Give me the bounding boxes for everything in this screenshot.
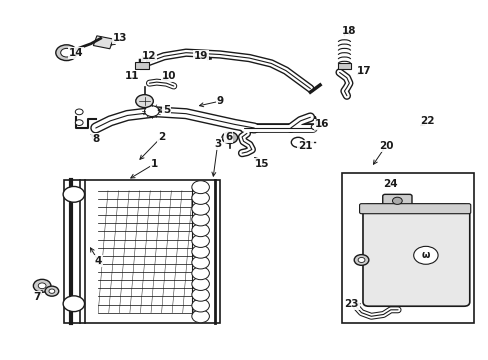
Text: 4: 4 (94, 256, 102, 266)
Circle shape (353, 255, 368, 265)
Circle shape (191, 181, 209, 194)
Circle shape (33, 279, 51, 292)
Circle shape (75, 120, 83, 126)
FancyBboxPatch shape (362, 204, 469, 306)
Text: 5: 5 (163, 105, 170, 115)
FancyBboxPatch shape (382, 194, 411, 207)
Circle shape (38, 283, 46, 289)
Text: 11: 11 (125, 71, 139, 81)
Text: 1: 1 (150, 159, 158, 169)
Text: 12: 12 (142, 51, 156, 61)
Text: 20: 20 (378, 141, 392, 151)
Circle shape (191, 202, 209, 215)
Circle shape (144, 106, 159, 117)
Text: 22: 22 (419, 116, 434, 126)
Bar (341, 173, 473, 323)
Circle shape (191, 213, 209, 226)
Circle shape (191, 224, 209, 237)
Text: 9: 9 (216, 96, 223, 106)
Circle shape (191, 267, 209, 280)
Circle shape (191, 245, 209, 258)
Text: 8: 8 (92, 134, 99, 144)
Circle shape (75, 109, 83, 115)
Circle shape (222, 132, 237, 143)
Circle shape (357, 257, 364, 262)
Text: 21: 21 (298, 141, 312, 151)
Text: 7: 7 (34, 292, 41, 302)
Bar (64, 180, 220, 323)
Text: 16: 16 (315, 120, 329, 129)
Circle shape (291, 137, 305, 147)
Text: 3: 3 (214, 139, 221, 149)
Circle shape (191, 256, 209, 269)
Circle shape (191, 192, 209, 204)
Circle shape (191, 310, 209, 323)
Text: 18: 18 (342, 26, 356, 36)
Circle shape (191, 299, 209, 312)
Circle shape (191, 288, 209, 301)
Circle shape (61, 48, 72, 57)
Circle shape (191, 278, 209, 291)
Text: 15: 15 (254, 159, 268, 169)
Circle shape (56, 45, 77, 60)
Circle shape (63, 296, 84, 312)
Circle shape (45, 286, 59, 296)
Bar (93, 36, 113, 49)
Text: 19: 19 (193, 51, 207, 61)
Circle shape (311, 124, 319, 130)
Text: 14: 14 (69, 48, 83, 58)
Text: 6: 6 (225, 132, 232, 142)
Circle shape (49, 289, 55, 293)
Bar (135, 62, 149, 69)
Bar (337, 63, 350, 69)
Text: 10: 10 (162, 71, 176, 81)
Circle shape (413, 246, 437, 264)
Text: 17: 17 (356, 66, 370, 76)
Circle shape (136, 95, 153, 108)
Circle shape (191, 234, 209, 247)
Text: 13: 13 (113, 33, 127, 43)
Text: 24: 24 (383, 179, 397, 189)
FancyBboxPatch shape (359, 204, 470, 214)
Text: 23: 23 (344, 299, 358, 309)
Text: 2: 2 (158, 132, 165, 142)
Circle shape (63, 186, 84, 202)
Text: ω: ω (421, 250, 429, 260)
Circle shape (392, 197, 402, 204)
